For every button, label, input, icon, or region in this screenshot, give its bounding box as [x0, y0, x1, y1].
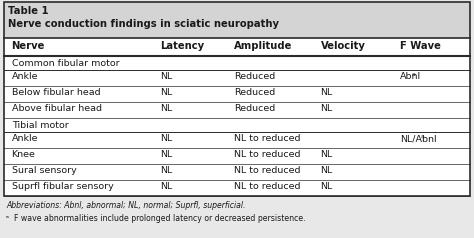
Text: Above fibular head: Above fibular head — [11, 104, 101, 113]
Text: Ankle: Ankle — [11, 134, 38, 144]
Text: NL: NL — [160, 134, 172, 144]
Text: Knee: Knee — [11, 150, 36, 159]
Text: NL: NL — [320, 166, 333, 175]
Text: ᵃ  F wave abnormalities include prolonged latency or decreased persistence.: ᵃ F wave abnormalities include prolonged… — [6, 214, 306, 223]
Text: Reduced: Reduced — [234, 104, 275, 113]
Text: Tibial motor: Tibial motor — [11, 120, 68, 129]
Text: Below fibular head: Below fibular head — [11, 88, 100, 97]
Text: Latency: Latency — [160, 41, 204, 51]
Text: Reduced: Reduced — [234, 88, 275, 97]
Text: Nerve conduction findings in sciatic neuropathy: Nerve conduction findings in sciatic neu… — [8, 19, 279, 29]
Text: NL: NL — [320, 150, 333, 159]
Text: NL: NL — [160, 166, 172, 175]
Text: NL to reduced: NL to reduced — [234, 150, 301, 159]
Text: a: a — [421, 134, 424, 139]
Text: NL: NL — [320, 182, 333, 191]
Bar — [4, 2, 470, 196]
Text: NL: NL — [320, 104, 333, 113]
Text: NL: NL — [160, 72, 172, 81]
Bar — [4, 38, 470, 56]
Text: Table 1: Table 1 — [8, 6, 49, 16]
Text: Sural sensory: Sural sensory — [11, 166, 76, 175]
Text: NL to reduced: NL to reduced — [234, 182, 301, 191]
Text: NL: NL — [160, 104, 172, 113]
Text: F Wave: F Wave — [400, 41, 441, 51]
Text: Abbreviations: Abnl, abnormal; NL, normal; Suprfl, superficial.: Abbreviations: Abnl, abnormal; NL, norma… — [6, 201, 246, 210]
Text: Velocity: Velocity — [320, 41, 365, 51]
Text: NL: NL — [160, 182, 172, 191]
Text: NL: NL — [320, 88, 333, 97]
Text: NL/Abnl: NL/Abnl — [400, 134, 437, 144]
Text: Ankle: Ankle — [11, 72, 38, 81]
Text: NL to reduced: NL to reduced — [234, 134, 301, 144]
Bar — [4, 56, 470, 196]
Text: Amplitude: Amplitude — [234, 41, 293, 51]
Text: Reduced: Reduced — [234, 72, 275, 81]
Text: Abnl: Abnl — [400, 72, 421, 81]
Text: Nerve: Nerve — [11, 41, 45, 51]
Text: NL: NL — [160, 88, 172, 97]
Text: Suprfl fibular sensory: Suprfl fibular sensory — [11, 182, 113, 191]
Bar — [4, 2, 470, 38]
Text: NL to reduced: NL to reduced — [234, 166, 301, 175]
Text: NL: NL — [160, 150, 172, 159]
Text: a: a — [412, 72, 415, 77]
Text: Common fibular motor: Common fibular motor — [11, 59, 119, 68]
